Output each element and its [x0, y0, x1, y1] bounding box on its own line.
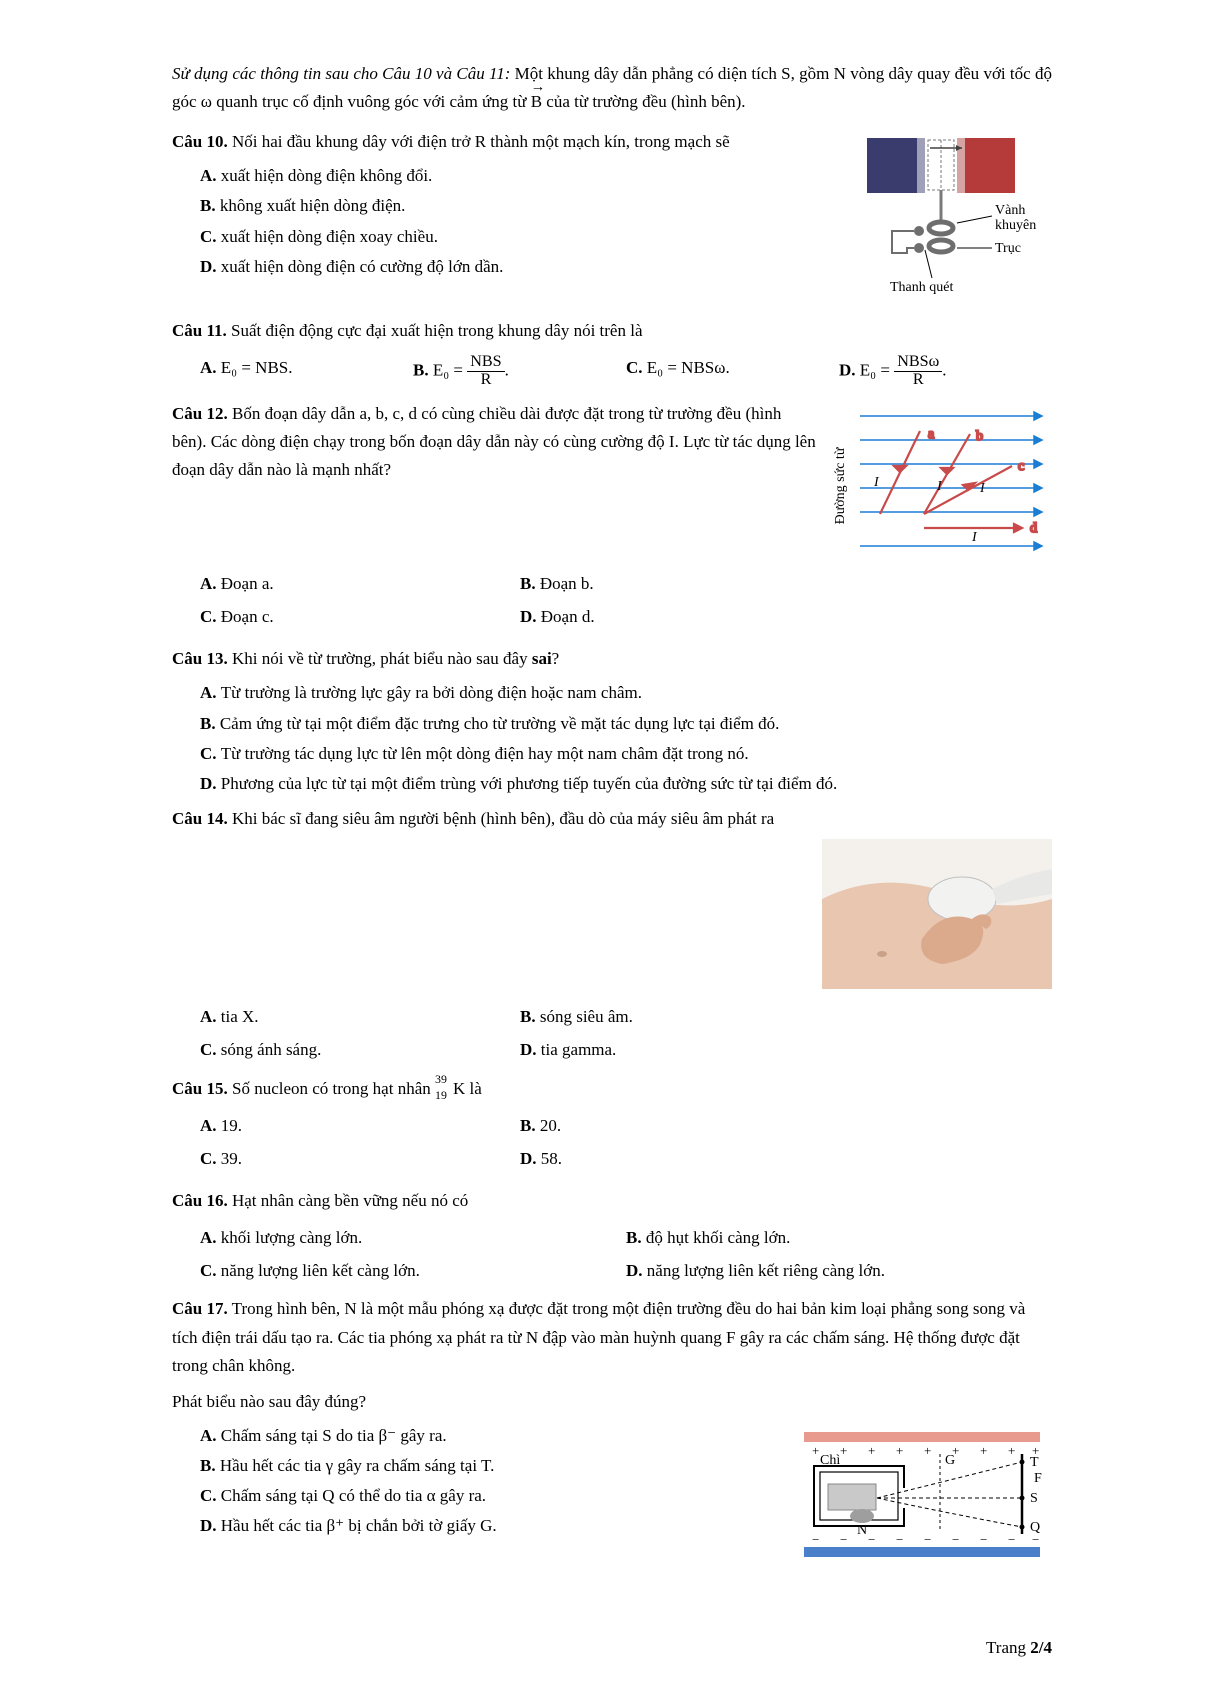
svg-text:Chì: Chì [820, 1453, 840, 1468]
q13-opt-B: B. Cảm ứng từ tại một điểm đặc trưng cho… [200, 710, 1052, 737]
intro-text: Sử dụng các thông tin sau cho Câu 10 và … [172, 60, 1052, 116]
svg-text:−: − [980, 1532, 987, 1547]
svg-text:S: S [1030, 1491, 1038, 1506]
svg-text:+: + [896, 1443, 903, 1458]
svg-text:−: − [840, 1532, 847, 1547]
label-brush: Thanh quét [890, 280, 953, 295]
question-11: Câu 11. Suất điện động cực đại xuất hiện… [172, 317, 1052, 345]
nuclide: 3919K [435, 1075, 465, 1103]
q16-opt-A: A. khối lượng càng lớn. [200, 1224, 626, 1251]
svg-text:F: F [1034, 1471, 1042, 1486]
q11-opt-A: A. E₀ = NBS. [200, 354, 413, 389]
q16-opt-C: C. năng lượng liên kết càng lớn. [200, 1257, 626, 1284]
q15-opt-B: B. 20. [520, 1112, 840, 1139]
svg-text:a: a [928, 427, 935, 442]
q14-opt-C: C. sóng ánh sáng. [200, 1036, 520, 1063]
svg-text:+: + [1008, 1443, 1015, 1458]
svg-text:T: T [1030, 1455, 1039, 1470]
figure-q17: +++++++++ −−−−−−−−− Chì G N [792, 1422, 1052, 1572]
q15-label: Câu 15. [172, 1079, 228, 1098]
figure-q14 [822, 839, 1052, 994]
q11-opt-C: C. E₀ = NBSω. [626, 354, 839, 389]
svg-text:I: I [971, 530, 978, 545]
q14-opt-D: D. tia gamma. [520, 1036, 840, 1063]
q14-opt-B: B. sóng siêu âm. [520, 1003, 840, 1030]
q13-opt-C: C. Từ trường tác dụng lực từ lên một dòn… [200, 740, 1052, 767]
svg-text:Q: Q [1030, 1520, 1040, 1535]
q12-opt-B: B. Đoạn b. [520, 570, 840, 597]
svg-text:−: − [868, 1532, 875, 1547]
svg-text:+: + [812, 1443, 819, 1458]
q17-label: Câu 17. [172, 1299, 228, 1318]
q11-label: Câu 11. [172, 321, 227, 340]
q17-prompt: Phát biểu nào sau đây đúng? [172, 1388, 1052, 1416]
q10-label: Câu 10. [172, 132, 228, 151]
vector-B: B [531, 88, 542, 116]
svg-text:−: − [924, 1532, 931, 1547]
q12-opt-C: C. Đoạn c. [200, 603, 520, 630]
label-axis: Trục [995, 241, 1021, 256]
label-ring: Vành [995, 203, 1025, 218]
svg-text:b: b [976, 429, 983, 444]
q16-opt-B: B. độ hụt khối càng lớn. [626, 1224, 1052, 1251]
question-13: Câu 13. Khi nói về từ trường, phát biểu … [172, 645, 1052, 673]
svg-text:+: + [924, 1443, 931, 1458]
svg-text:N: N [857, 1523, 867, 1538]
figure-q12: Đường sức từ a b c [832, 396, 1052, 561]
question-16: Câu 16. Hạt nhân càng bền vững nếu nó có [172, 1187, 1052, 1215]
question-15: Câu 15. Số nucleon có trong hạt nhân 391… [172, 1075, 1052, 1103]
svg-text:+: + [980, 1443, 987, 1458]
q16-opt-D: D. năng lượng liên kết riêng càng lớn. [626, 1257, 1052, 1284]
svg-text:d: d [1030, 521, 1037, 536]
q13-opt-D: D. Phương của lực từ tại một điểm trùng … [200, 770, 1052, 797]
figure-q10: Vành khuyên Trục Thanh quét [862, 128, 1052, 303]
page-footer: Trang 2/4 [172, 1638, 1052, 1658]
svg-text:−: − [896, 1532, 903, 1547]
q14-label: Câu 14. [172, 809, 228, 828]
svg-text:−: − [1008, 1532, 1015, 1547]
q12-opt-D: D. Đoạn d. [520, 603, 840, 630]
svg-text:+: + [840, 1443, 847, 1458]
q12-label: Câu 12. [172, 404, 228, 423]
svg-text:−: − [952, 1532, 959, 1547]
q13-opt-A: A. Từ trường là trường lực gây ra bởi dò… [200, 679, 1052, 706]
q12-opt-A: A. Đoạn a. [200, 570, 520, 597]
q15-opt-A: A. 19. [200, 1112, 520, 1139]
q13-label: Câu 13. [172, 649, 228, 668]
svg-text:G: G [945, 1453, 955, 1468]
svg-text:khuyên: khuyên [995, 218, 1036, 233]
q16-label: Câu 16. [172, 1191, 228, 1210]
intro-italic: Sử dụng các thông tin sau cho Câu 10 và … [172, 64, 510, 83]
question-17: Câu 17. Trong hình bên, N là một mẫu phó… [172, 1295, 1052, 1379]
q11-opt-D: D. E₀ = NBSωR. [839, 354, 1052, 389]
q15-opt-D: D. 58. [520, 1145, 840, 1172]
svg-text:+: + [868, 1443, 875, 1458]
question-14: Câu 14. Khi bác sĩ đang siêu âm người bệ… [172, 805, 1052, 833]
q15-opt-C: C. 39. [200, 1145, 520, 1172]
q12-ylabel: Đường sức từ [833, 447, 848, 524]
svg-text:c: c [1018, 459, 1024, 474]
svg-text:−: − [812, 1532, 819, 1547]
q11-opt-B: B. E₀ = NBSR. [413, 354, 626, 389]
q14-opt-A: A. tia X. [200, 1003, 520, 1030]
